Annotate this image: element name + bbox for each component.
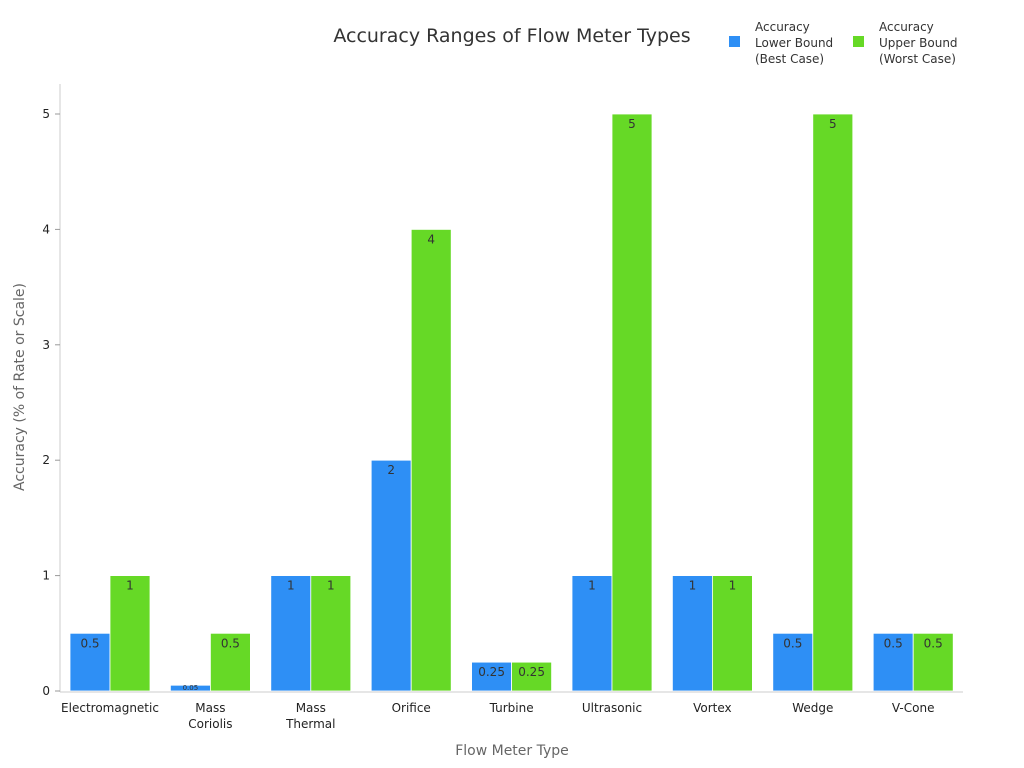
data-label: 5 xyxy=(829,117,837,131)
y-axis-label: Accuracy (% of Rate or Scale) xyxy=(12,283,28,491)
x-tick-label: Ultrasonic xyxy=(582,701,642,715)
bar xyxy=(310,575,352,692)
x-tick-label: Orifice xyxy=(392,701,431,715)
legend-swatch xyxy=(729,36,740,47)
bar xyxy=(571,575,613,692)
x-tick-label: Wedge xyxy=(792,701,833,715)
legend-swatch xyxy=(853,36,864,47)
data-label: 1 xyxy=(729,579,737,593)
x-axis-label: Flow Meter Type xyxy=(455,743,569,759)
x-tick-label: Thermal xyxy=(285,717,335,731)
legend-label: Accuracy xyxy=(755,20,810,34)
x-tick-label: Turbine xyxy=(489,701,534,715)
data-label: 1 xyxy=(689,579,697,593)
legend-label: (Best Case) xyxy=(755,52,824,66)
legend-label: Accuracy xyxy=(879,20,934,34)
y-tick-label: 1 xyxy=(42,569,50,583)
x-tick-label: V-Cone xyxy=(892,701,935,715)
data-label: 0.5 xyxy=(884,636,903,650)
chart-title: Accuracy Ranges of Flow Meter Types xyxy=(333,25,690,47)
bar xyxy=(812,113,854,692)
x-tick-label: Mass xyxy=(296,701,326,715)
x-tick-label: Vortex xyxy=(693,701,732,715)
legend-label: Upper Bound xyxy=(879,36,958,50)
data-label: 5 xyxy=(628,117,636,131)
data-label: 0.5 xyxy=(783,636,802,650)
x-tick-label: Coriolis xyxy=(188,717,232,731)
data-label: 1 xyxy=(588,579,596,593)
legend-label: Lower Bound xyxy=(755,36,833,50)
data-label: 0.5 xyxy=(924,636,943,650)
x-tick-label: Mass xyxy=(195,701,225,715)
bar xyxy=(912,632,954,692)
data-label: 1 xyxy=(327,579,335,593)
bar xyxy=(69,632,111,692)
data-label: 0.5 xyxy=(80,636,99,650)
bar xyxy=(672,575,713,692)
y-tick-label: 2 xyxy=(42,453,50,467)
bar xyxy=(611,113,653,692)
y-tick-label: 0 xyxy=(42,684,50,698)
bar xyxy=(209,632,251,692)
legend-label: (Worst Case) xyxy=(879,52,956,66)
x-tick-label: Electromagnetic xyxy=(61,701,159,715)
data-label: 4 xyxy=(427,232,435,246)
data-label: 1 xyxy=(287,579,295,593)
bar xyxy=(270,575,312,692)
y-tick-label: 4 xyxy=(42,222,50,236)
data-label: 0.25 xyxy=(518,665,545,679)
bar xyxy=(511,661,553,692)
bar xyxy=(370,459,412,692)
data-label: 0.25 xyxy=(478,665,505,679)
y-tick-label: 5 xyxy=(42,107,50,121)
bar xyxy=(712,575,753,692)
data-label: 1 xyxy=(126,579,134,593)
data-label: 0.05 xyxy=(183,684,199,692)
data-label: 0.5 xyxy=(221,636,240,650)
bar xyxy=(410,228,452,692)
data-label: 2 xyxy=(387,463,395,477)
y-tick-label: 3 xyxy=(42,338,50,352)
bar xyxy=(109,575,151,692)
